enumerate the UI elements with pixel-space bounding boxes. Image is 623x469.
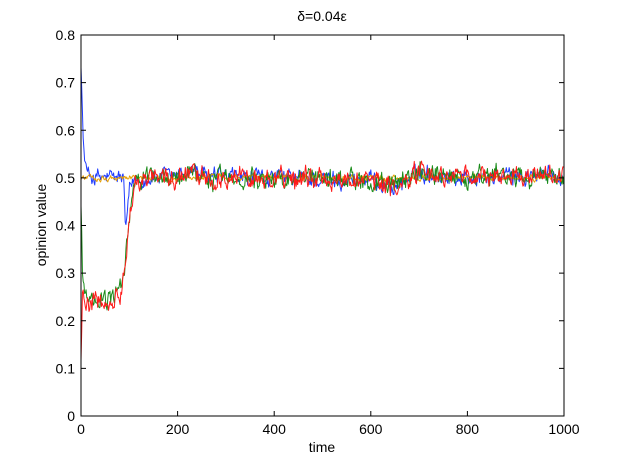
plot-frame <box>80 34 565 417</box>
y-tick-label: 0.5 <box>56 170 76 186</box>
series-line <box>80 161 565 311</box>
x-axis-label: time <box>309 439 336 455</box>
x-tick-label: 0 <box>77 421 85 437</box>
series-line <box>80 160 564 361</box>
y-tick-label: 0 <box>67 408 75 424</box>
series-layer <box>80 67 565 361</box>
x-tick-label: 600 <box>359 421 383 437</box>
x-tick-label: 800 <box>456 421 480 437</box>
chart-title: δ=0.04ε <box>297 8 346 24</box>
x-tick-label: 400 <box>263 421 287 437</box>
y-tick-label: 0.4 <box>56 218 76 234</box>
y-tick-label: 0.3 <box>56 265 76 281</box>
y-tick-label: 0.2 <box>56 313 76 329</box>
y-tick-label: 0.6 <box>56 122 76 138</box>
x-tick-label: 200 <box>166 421 190 437</box>
y-tick-label: 0.7 <box>56 75 76 91</box>
x-tick-label: 1000 <box>548 421 579 437</box>
y-axis-label: opinion value <box>33 184 49 267</box>
y-tick-label: 0.8 <box>56 27 76 43</box>
y-tick-label: 0.1 <box>56 360 76 376</box>
